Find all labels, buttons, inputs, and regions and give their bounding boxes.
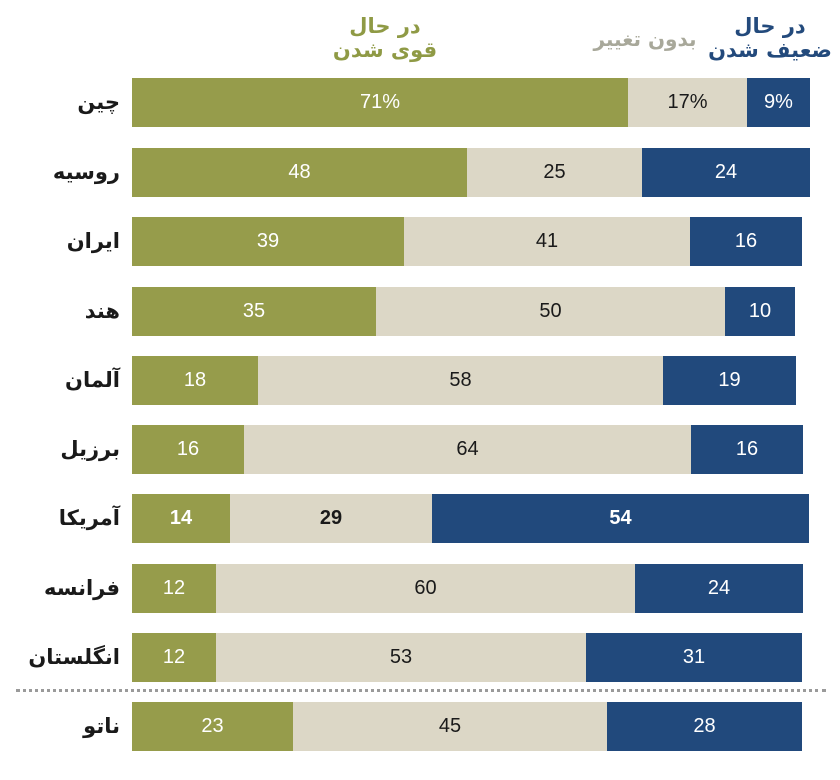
legend-strengthening: در حال قوی شدن [325,14,445,62]
chart-row: چین 71% 17% 9% [0,78,840,127]
segment-weakening: 16 [690,217,802,266]
stacked-bar: 71% 17% 9% [132,78,810,127]
segment-no-change: 45 [293,702,607,751]
chart-row: روسیه 48 25 24 [0,148,840,197]
stacked-bar: 14 29 54 [132,494,809,543]
row-label: انگلستان [28,645,120,669]
segment-strengthening: 35 [132,287,376,336]
stacked-bar: 18 58 19 [132,356,796,405]
segment-weakening: 24 [635,564,803,613]
segment-strengthening: 39 [132,217,404,266]
segment-strengthening: 71% [132,78,628,127]
stacked-bar: 23 45 28 [132,702,802,751]
segment-no-change: 25 [467,148,642,197]
segment-strengthening: 12 [132,633,216,682]
segment-weakening: 19 [663,356,796,405]
segment-no-change: 58 [258,356,663,405]
segment-weakening: 10 [725,287,795,336]
segment-strengthening: 12 [132,564,216,613]
row-label: آلمان [65,368,120,392]
stacked-bar: 12 60 24 [132,564,803,613]
stacked-bar: 16 64 16 [132,425,803,474]
row-label: ناتو [83,714,120,738]
segment-strengthening: 14 [132,494,230,543]
segment-weakening: 54 [432,494,809,543]
segment-strengthening: 48 [132,148,467,197]
segment-strengthening: 16 [132,425,244,474]
segment-strengthening: 23 [132,702,293,751]
chart-row: آمریکا 14 29 54 [0,494,840,543]
segment-no-change: 53 [216,633,586,682]
segment-no-change: 17% [628,78,747,127]
segment-no-change: 29 [230,494,432,543]
chart-row: ایران 39 41 16 [0,217,840,266]
segment-weakening: 24 [642,148,810,197]
segment-no-change: 64 [244,425,691,474]
segment-weakening: 16 [691,425,803,474]
row-label: ایران [66,229,120,253]
legend-weakening-line1: در حال [734,14,806,38]
stacked-bar: 12 53 31 [132,633,802,682]
nato-separator [16,689,826,692]
row-label: هند [84,299,120,323]
chart-row: ناتو 23 45 28 [0,702,840,751]
chart-row: آلمان 18 58 19 [0,356,840,405]
row-label: چین [77,90,120,114]
stacked-bar: 48 25 24 [132,148,810,197]
legend-weakening-line2: ضعیف شدن [708,38,832,62]
row-label: آمریکا [58,506,120,530]
legend-no-change: بدون تغییر [593,27,697,51]
segment-weakening: 28 [607,702,802,751]
legend-strengthening-line2: قوی شدن [332,38,438,62]
stacked-bar: 35 50 10 [132,287,795,336]
segment-no-change: 50 [376,287,725,336]
row-label: فرانسه [43,576,120,600]
row-label: برزیل [60,437,120,461]
chart-row: فرانسه 12 60 24 [0,564,840,613]
row-label: روسیه [52,160,120,184]
chart-row: برزیل 16 64 16 [0,425,840,474]
segment-no-change: 60 [216,564,635,613]
stacked-bar: 39 41 16 [132,217,802,266]
legend-strengthening-line1: در حال [349,14,421,38]
legend-weakening: در حال ضعیف شدن [700,14,840,62]
chart-row: هند 35 50 10 [0,287,840,336]
chart-row: انگلستان 12 53 31 [0,633,840,682]
segment-no-change: 41 [404,217,690,266]
segment-weakening: 9% [747,78,810,127]
segment-weakening: 31 [586,633,802,682]
segment-strengthening: 18 [132,356,258,405]
